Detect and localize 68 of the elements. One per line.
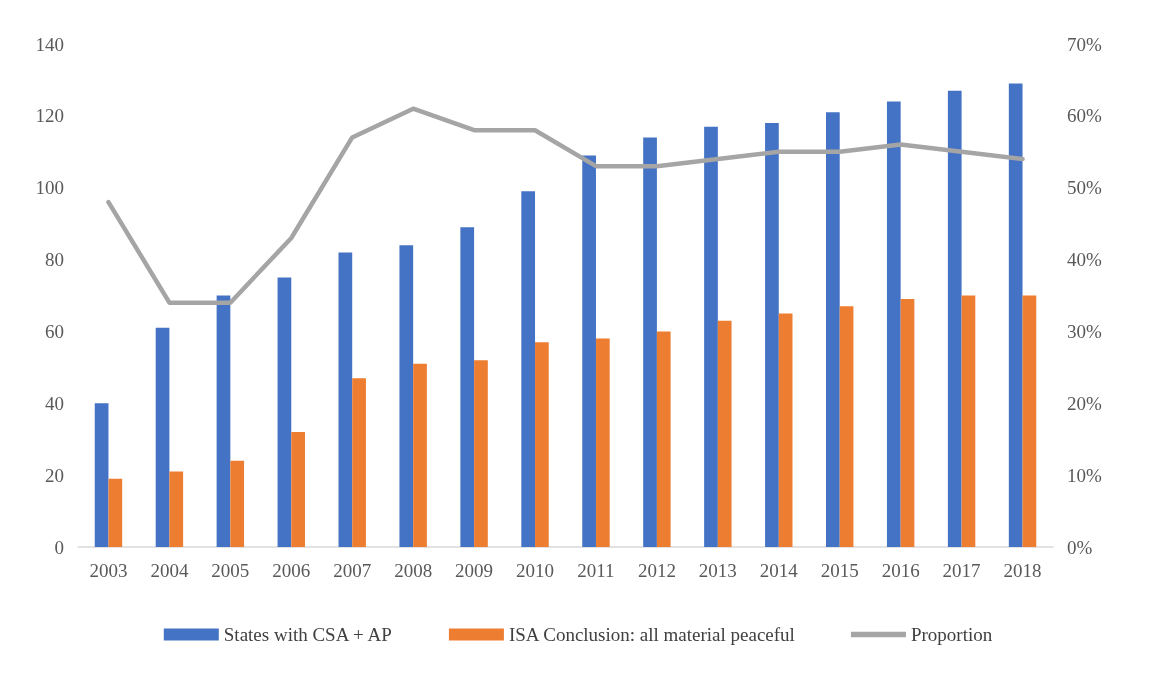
- y2-tick-label: 30%: [1067, 320, 1102, 342]
- bar: [886, 101, 901, 547]
- x-tick-label: 2009: [455, 560, 494, 581]
- legend-label: Proportion: [910, 624, 993, 645]
- bar: [521, 191, 536, 547]
- x-tick-label: 2011: [577, 560, 615, 581]
- bar: [839, 306, 854, 547]
- x-tick-label: 2010: [516, 560, 555, 581]
- bar: [947, 90, 962, 547]
- bar: [460, 227, 475, 547]
- legend-label: ISA Conclusion: all material peaceful: [508, 624, 795, 645]
- legend-label: States with CSA + AP: [223, 624, 392, 645]
- y-tick-label: 100: [35, 177, 64, 199]
- y2-tick-label: 10%: [1067, 464, 1102, 486]
- bar: [582, 155, 596, 547]
- y-tick-label: 80: [45, 249, 64, 271]
- bar: [352, 378, 366, 547]
- y2-tick-label: 50%: [1067, 177, 1102, 199]
- y2-tick-label: 70%: [1067, 33, 1102, 55]
- x-tick-label: 2007: [333, 560, 372, 581]
- x-tick-label: 2003: [89, 560, 128, 581]
- bar: [656, 331, 671, 547]
- bar: [155, 327, 170, 547]
- bar: [216, 295, 231, 547]
- bar: [826, 112, 840, 547]
- y2-tick-label: 60%: [1067, 105, 1102, 127]
- bar: [778, 313, 793, 547]
- x-tick-label: 2008: [394, 560, 433, 581]
- bar: [277, 277, 292, 547]
- x-tick-label: 2005: [211, 560, 250, 581]
- y-tick-label: 40: [45, 392, 64, 414]
- bar: [108, 478, 123, 547]
- x-tick-label: 2004: [150, 560, 189, 581]
- x-tick-label: 2014: [759, 560, 799, 581]
- x-tick-label: 2012: [637, 560, 676, 581]
- bar: [535, 342, 549, 547]
- bar: [900, 299, 915, 547]
- y-tick-label: 120: [35, 105, 64, 127]
- bar: [399, 245, 414, 547]
- bar: [1008, 83, 1023, 547]
- bar: [94, 403, 109, 547]
- bar: [169, 471, 184, 547]
- y2-tick-label: 40%: [1067, 249, 1102, 271]
- bar: [643, 137, 657, 547]
- y-tick-label: 0: [54, 536, 64, 558]
- x-tick-label: 2006: [272, 560, 311, 581]
- line-series: [106, 106, 1025, 305]
- x-tick-label: 2013: [698, 560, 737, 581]
- y-tick-label: 20: [45, 464, 64, 486]
- y2-tick-label: 0%: [1067, 536, 1093, 558]
- bar: [291, 432, 305, 547]
- bar: [765, 123, 779, 547]
- bar: [717, 320, 732, 547]
- bar: [704, 126, 718, 547]
- bar: [338, 252, 353, 547]
- bar: [595, 338, 610, 547]
- bar: [413, 363, 427, 547]
- x-tick-label: 2018: [1003, 560, 1042, 581]
- y-tick-label: 140: [35, 33, 64, 55]
- bar: [474, 360, 488, 547]
- bar: [961, 295, 976, 547]
- y2-tick-label: 20%: [1067, 392, 1102, 414]
- x-tick-label: 2015: [820, 560, 859, 581]
- y-tick-label: 60: [45, 320, 64, 342]
- bar: [1022, 295, 1037, 547]
- x-tick-label: 2017: [942, 560, 981, 581]
- bar: [230, 460, 245, 547]
- x-tick-label: 2016: [881, 560, 920, 581]
